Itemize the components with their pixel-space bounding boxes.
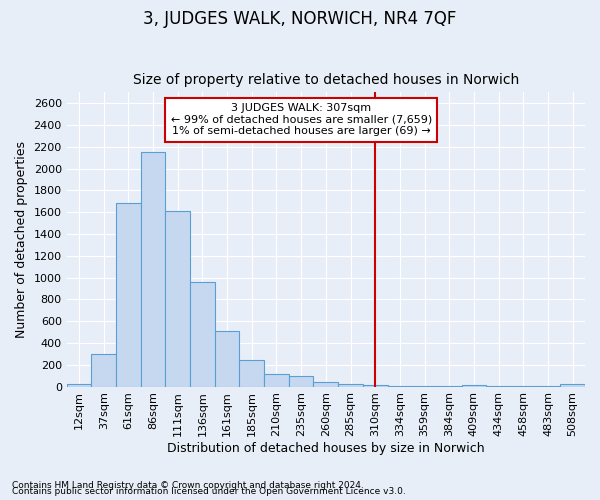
- Bar: [190, 282, 215, 387]
- Title: Size of property relative to detached houses in Norwich: Size of property relative to detached ho…: [133, 73, 519, 87]
- Text: Contains HM Land Registry data © Crown copyright and database right 2024.: Contains HM Land Registry data © Crown c…: [12, 481, 364, 490]
- Bar: [141, 152, 166, 386]
- Bar: [560, 384, 585, 386]
- Bar: [116, 204, 141, 386]
- Bar: [461, 385, 486, 386]
- Text: 3 JUDGES WALK: 307sqm
← 99% of detached houses are smaller (7,659)
1% of semi-de: 3 JUDGES WALK: 307sqm ← 99% of detached …: [170, 103, 432, 136]
- Bar: [239, 360, 264, 386]
- Bar: [338, 384, 363, 386]
- X-axis label: Distribution of detached houses by size in Norwich: Distribution of detached houses by size …: [167, 442, 485, 455]
- Bar: [289, 376, 313, 386]
- Bar: [91, 354, 116, 386]
- Y-axis label: Number of detached properties: Number of detached properties: [15, 141, 28, 338]
- Bar: [215, 331, 239, 386]
- Bar: [166, 211, 190, 386]
- Bar: [313, 382, 338, 386]
- Bar: [67, 384, 91, 386]
- Bar: [264, 374, 289, 386]
- Text: 3, JUDGES WALK, NORWICH, NR4 7QF: 3, JUDGES WALK, NORWICH, NR4 7QF: [143, 10, 457, 28]
- Text: Contains public sector information licensed under the Open Government Licence v3: Contains public sector information licen…: [12, 487, 406, 496]
